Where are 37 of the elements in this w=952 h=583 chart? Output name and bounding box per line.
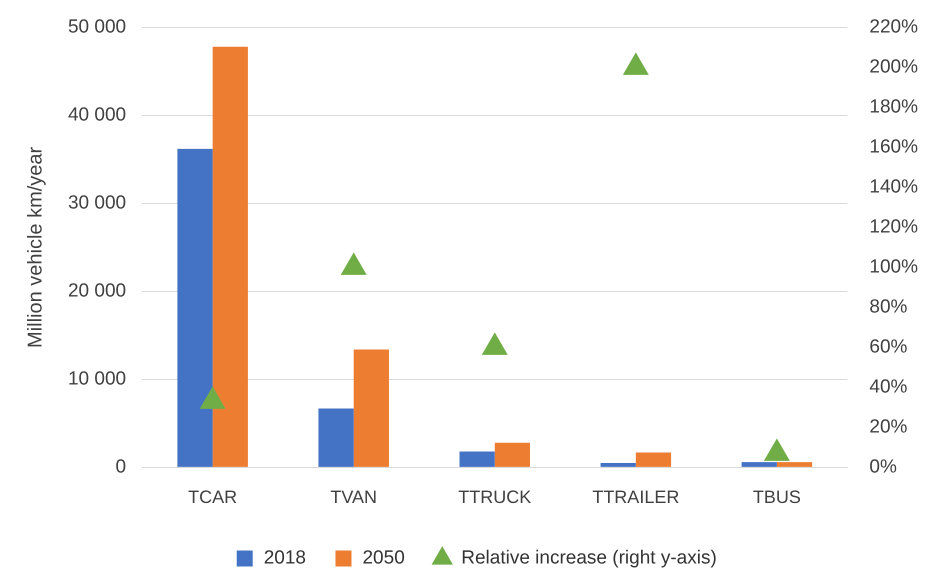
bar bbox=[494, 442, 530, 467]
bar bbox=[636, 452, 672, 467]
bar bbox=[212, 46, 248, 467]
x-tick-label: TTRUCK bbox=[458, 487, 532, 508]
y-tick-label: 10 000 bbox=[68, 368, 126, 390]
legend-label: 2050 bbox=[362, 548, 405, 569]
x-tick-label: TBUS bbox=[752, 487, 801, 508]
bar bbox=[354, 349, 389, 467]
bar bbox=[459, 452, 495, 467]
y2-tick-label: 180% bbox=[869, 96, 918, 118]
x-tick-label: TVAN bbox=[330, 487, 378, 508]
legend-label: Relative increase (right y-axis) bbox=[461, 548, 717, 569]
y-tick-label: 50 000 bbox=[68, 16, 126, 38]
bar bbox=[742, 462, 777, 467]
y2-tick-label: 220% bbox=[869, 16, 918, 38]
x-tick-label: TTRAILER bbox=[592, 487, 680, 508]
legend-label: 2018 bbox=[264, 548, 306, 569]
bar bbox=[177, 148, 213, 467]
y2-tick-label: 160% bbox=[869, 136, 918, 158]
y2-tick-label: 60% bbox=[869, 336, 908, 358]
bar bbox=[600, 463, 636, 467]
y2-tick-label: 140% bbox=[869, 176, 918, 198]
y-tick-label: 30 000 bbox=[68, 192, 126, 214]
bar bbox=[318, 408, 354, 467]
y-tick-label: 40 000 bbox=[68, 104, 126, 126]
y2-tick-label: 200% bbox=[869, 56, 918, 78]
y2-tick-label: 120% bbox=[869, 216, 918, 238]
y2-tick-label: 20% bbox=[869, 416, 908, 438]
y2-tick-label: 100% bbox=[869, 256, 918, 278]
y2-tick-label: 0% bbox=[869, 456, 897, 478]
y-axis-title: Million vehicle km/year bbox=[24, 146, 47, 348]
y2-tick-label: 80% bbox=[869, 296, 908, 318]
y2-tick-label: 40% bbox=[869, 376, 908, 398]
y-tick-label: 20 000 bbox=[68, 280, 126, 302]
y-tick-label: 0 bbox=[116, 456, 126, 478]
x-tick-label: TCAR bbox=[188, 487, 238, 508]
bar bbox=[776, 462, 812, 467]
